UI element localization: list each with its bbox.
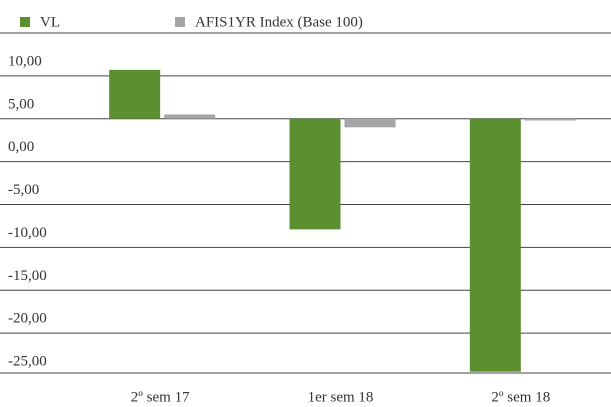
- y-tick-label: -10,00: [8, 225, 47, 241]
- bar: [469, 118, 521, 372]
- y-tick-label: -20,00: [8, 311, 47, 327]
- y-tick-label: 10,00: [8, 53, 42, 69]
- x-tick-label: 2º sem 17: [131, 389, 190, 405]
- y-tick-label: -25,00: [8, 354, 47, 370]
- bar: [289, 118, 341, 230]
- x-tick-label: 2º sem 18: [491, 389, 550, 405]
- legend-label: AFIS1YR Index (Base 100): [195, 14, 363, 30]
- bar: [164, 114, 216, 119]
- y-tick-label: 5,00: [8, 96, 34, 112]
- legend-label: VL: [40, 14, 60, 30]
- x-tick-label: 1er sem 18: [308, 389, 374, 405]
- bar: [524, 118, 576, 121]
- y-tick-label: 0,00: [8, 139, 34, 155]
- y-tick-label: -15,00: [8, 268, 47, 284]
- bar: [344, 118, 396, 128]
- legend-swatch: [20, 17, 30, 27]
- bar: [109, 69, 161, 119]
- legend-swatch: [175, 17, 185, 27]
- y-tick-label: -5,00: [8, 182, 39, 198]
